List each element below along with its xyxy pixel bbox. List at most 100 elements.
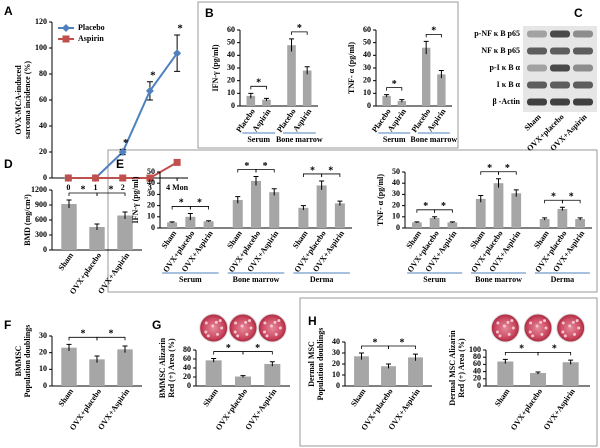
well-image — [257, 313, 287, 343]
error-bar — [478, 195, 484, 203]
blot-band — [527, 64, 547, 72]
blot-band — [527, 98, 547, 106]
panel-box — [299, 297, 598, 447]
significance-label: * — [505, 163, 510, 174]
blot-row-label: β -Actin — [492, 97, 520, 106]
bar — [575, 219, 586, 228]
bar — [334, 203, 345, 228]
significance-label: * — [400, 337, 405, 348]
y-tick-label: 80 — [39, 69, 47, 78]
significance-label: * — [431, 26, 436, 37]
well-texture — [573, 332, 577, 336]
bar — [411, 222, 422, 228]
y-axis-label: BMMSC — [14, 345, 23, 376]
error-bar — [413, 353, 418, 361]
significance-bracket — [386, 87, 403, 91]
bar — [408, 357, 423, 386]
group-label: Bone marrow — [410, 135, 457, 144]
annotation: * — [177, 23, 183, 35]
error-bar — [289, 38, 295, 52]
well-texture — [236, 334, 240, 338]
significance-label: * — [226, 343, 231, 354]
well-texture — [568, 324, 572, 328]
y-tick-label: 20 — [39, 147, 47, 156]
marker — [146, 174, 154, 182]
marker — [145, 86, 154, 95]
bar — [511, 193, 522, 228]
well-texture — [511, 326, 515, 330]
y-tick-label: 80 — [183, 345, 191, 354]
well-texture — [245, 332, 249, 336]
significance-label: * — [310, 165, 315, 176]
error-bar — [263, 97, 269, 101]
error-bar — [94, 355, 100, 363]
blot-row-label: p-NF κ B p65 — [474, 29, 520, 38]
well-image — [523, 313, 553, 343]
marker — [173, 49, 182, 58]
bar — [264, 363, 281, 386]
bar — [530, 373, 546, 386]
well-texture — [269, 324, 273, 328]
y-tick-label: 60 — [39, 95, 47, 104]
x-tick-label: Sham — [201, 387, 220, 408]
error-bar — [122, 345, 128, 353]
y-tick-label: 10 — [332, 370, 340, 379]
y-axis-label: sarcoma incidence (%) — [23, 61, 32, 139]
well-texture — [563, 334, 567, 338]
well-texture — [506, 320, 510, 324]
significance-label: * — [551, 192, 556, 203]
y-tick-label: 20 — [392, 200, 400, 209]
panel-box — [107, 149, 598, 293]
well-texture — [528, 330, 532, 334]
bar — [235, 376, 251, 386]
well-texture — [248, 319, 252, 323]
well-texture — [265, 334, 269, 338]
well-texture — [206, 334, 210, 338]
y-axis-label: Dermal MSC — [307, 341, 316, 387]
error-bar — [559, 206, 565, 211]
well-texture — [577, 326, 581, 330]
bar — [302, 70, 312, 106]
blot-row-label: NF κ B p65 — [481, 46, 520, 55]
panel-letter: C — [574, 6, 583, 20]
panel-letter: H — [308, 314, 317, 328]
bar — [354, 356, 369, 386]
error-bar — [568, 359, 574, 365]
group-label: Bone marrow — [233, 275, 280, 284]
bar — [298, 207, 309, 228]
well-texture — [535, 324, 539, 328]
y-tick-label: 20 — [183, 372, 191, 381]
marker — [173, 158, 181, 166]
bar — [429, 217, 440, 228]
panel-letter: D — [4, 157, 13, 171]
bar — [437, 74, 446, 106]
y-tick-label: 900 — [35, 200, 47, 209]
x-tick-label: OVX+Aspirin — [243, 387, 278, 432]
significance-label: * — [441, 201, 446, 212]
x-tick-label: 1 — [94, 183, 98, 192]
error-bar — [432, 216, 438, 220]
well-texture — [211, 324, 215, 328]
y-axis-label: IFN-γ (pg/ml) — [211, 44, 220, 91]
x-tick-label: 4 Mon — [166, 183, 189, 192]
y-axis-label: Dermal MSC Alizarin — [448, 330, 457, 406]
bar — [61, 347, 77, 386]
significance-label: * — [423, 201, 428, 212]
well-texture — [529, 321, 533, 325]
panel-letter: E — [116, 157, 124, 171]
significance-label: * — [197, 198, 202, 209]
group-label: Bone marrow — [276, 135, 323, 144]
well-texture — [539, 320, 543, 324]
error-bar — [496, 178, 501, 188]
x-tick-label: Sham — [57, 387, 76, 408]
bar — [475, 198, 486, 228]
y-tick-label: 40 — [332, 337, 340, 346]
x-tick-label: 3 — [148, 183, 152, 192]
blot-band — [573, 64, 593, 72]
error-bar — [449, 221, 455, 223]
blot-row-label: p-I κ B α — [490, 63, 521, 72]
y-tick-label: 20 — [332, 359, 340, 368]
y-tick-label: 40 — [39, 121, 47, 130]
y-tick-label: 60 — [473, 359, 481, 368]
well-texture — [531, 334, 535, 338]
